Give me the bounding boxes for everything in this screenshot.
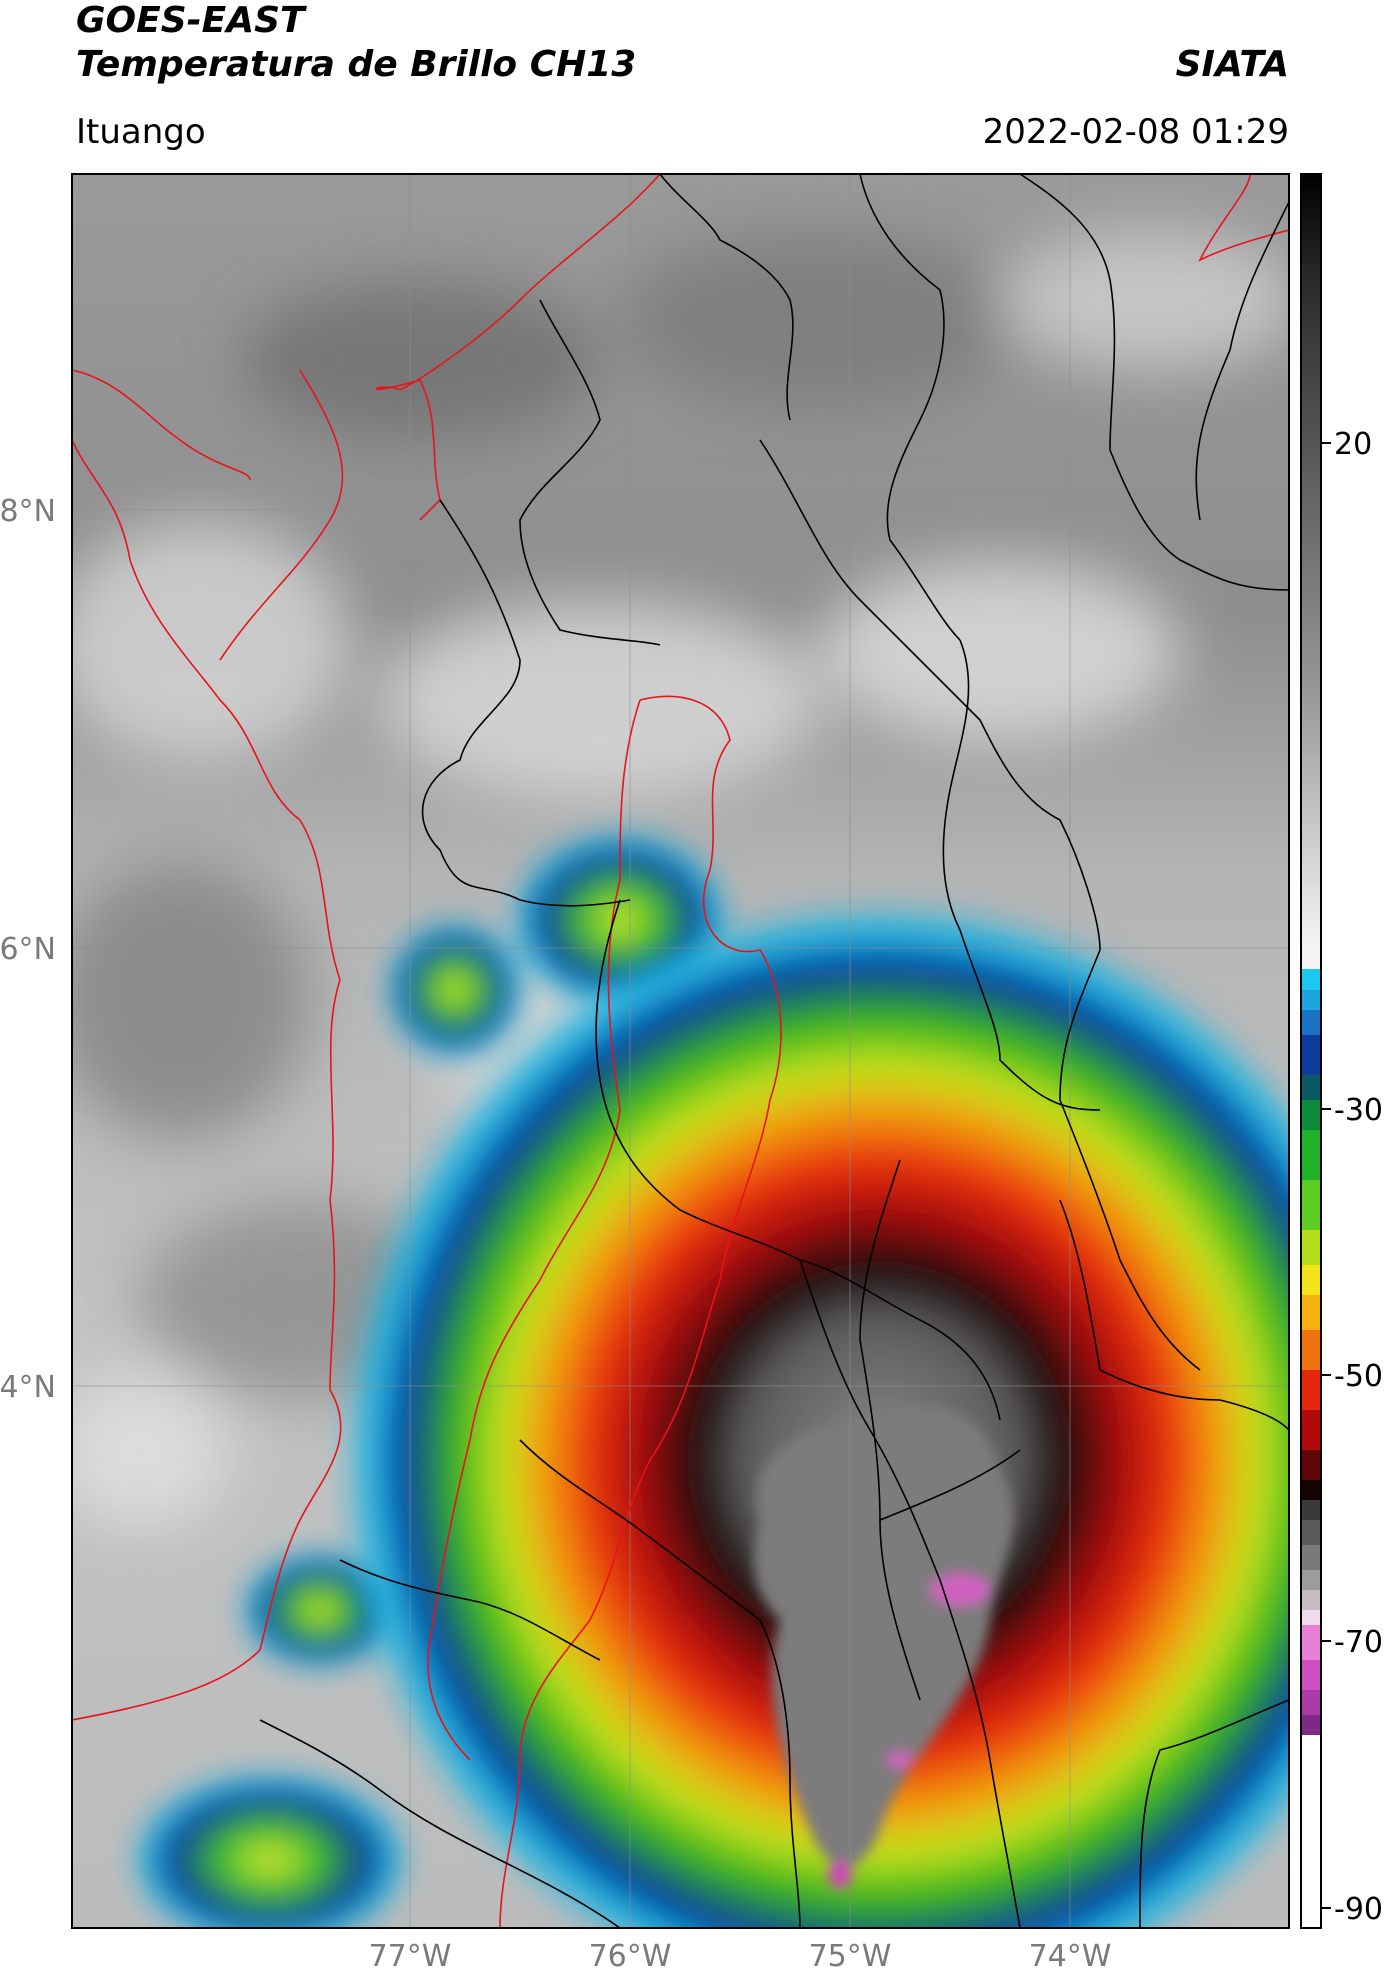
colorbar-band [1301,1570,1321,1590]
colorbar-band [1301,1010,1321,1035]
colorbar-band [1301,1500,1321,1520]
colorbar-band [1301,1660,1321,1690]
lon-label: 74°W [1029,1939,1112,1974]
location-label: Ituango [76,112,206,152]
colorbar-tick-label: -90 [1334,1892,1383,1927]
colorbar-band [1301,1100,1321,1130]
colorbar-band [1301,1480,1321,1500]
timestamp-label: 2022-02-08 01:29 [982,112,1289,152]
colorbar-tick-label: -70 [1334,1625,1383,1660]
graticule [72,174,1289,1928]
colorbar-band [1301,990,1321,1010]
colorbar-band [1301,1370,1321,1410]
colorbar-ticks [1321,442,1331,1909]
colorbar-band [1301,1520,1321,1545]
colorbar-frame [1300,173,1322,1929]
colorbar-band [1301,1075,1321,1100]
colorbar-band [1301,1035,1321,1075]
colorbar-tick-label: 20 [1334,427,1372,462]
product-title: Temperatura de Brillo CH13 [76,44,637,85]
colorbar-band [1301,1590,1321,1610]
lon-label: 77°W [369,1939,452,1974]
colorbar-band [1301,1295,1321,1330]
colorbar-band [1301,1450,1321,1480]
colorbar-band [1301,1230,1321,1265]
lat-label: 4°N [0,1370,56,1405]
map-frame [71,173,1290,1929]
storm-system [340,900,1289,1928]
colorbar-band [1301,1180,1321,1230]
colorbar-band [1301,1545,1321,1570]
satellite-title: GOES-EAST [76,0,305,41]
lat-label: 6°N [0,932,56,967]
colorbar-tick-label: -30 [1334,1093,1383,1128]
brand-label: SIATA [1175,44,1289,85]
colorbar-band [1301,1330,1321,1370]
department-borders [259,174,1289,1928]
colorbar-band [1301,1610,1321,1625]
international-borders [72,174,1289,1928]
lon-label: 76°W [589,1939,672,1974]
colorbar-tick-label: -50 [1334,1359,1383,1394]
colorbar-band [1301,1735,1321,1928]
colorbar-band [1301,969,1321,990]
colorbar-band [1301,1130,1321,1180]
colorbar-band [1301,1265,1321,1295]
colorbar-band [1301,1690,1321,1715]
lon-label: 75°W [809,1939,892,1974]
colorbar-band [1301,1715,1321,1735]
colorbar-band [1301,1625,1321,1660]
lat-label: 8°N [0,494,56,529]
storm-core [754,1408,1013,1889]
colorbar-bands [1301,969,1321,1928]
colorbar-band [1301,1410,1321,1450]
